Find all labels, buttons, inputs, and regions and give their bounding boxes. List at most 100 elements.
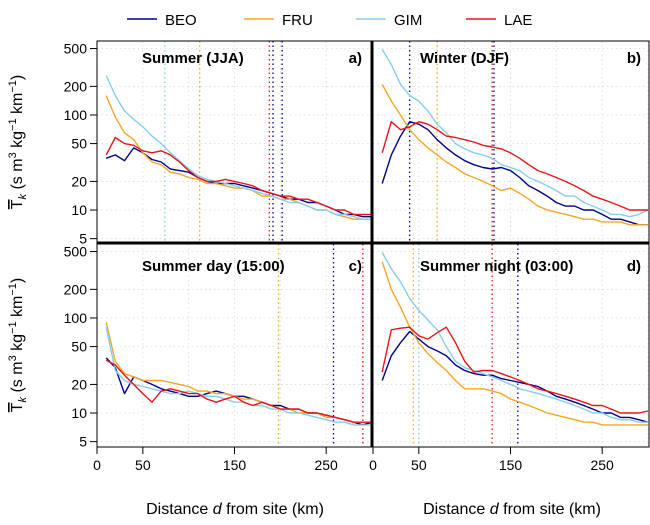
- series-line-lae: [381, 326, 649, 414]
- panel-b-title: Winter (DJF): [420, 50, 509, 67]
- y-tick-label: 50: [71, 136, 87, 152]
- y-tick-label: 10: [71, 202, 87, 218]
- legend-label-lae: LAE: [504, 12, 532, 29]
- ylabel-expm1a-top: −1: [7, 118, 19, 131]
- legend-item-lae: LAE: [466, 12, 532, 29]
- legend-item-beo: BEO: [127, 12, 197, 29]
- x-tick-label: 50: [135, 457, 151, 473]
- panel-c-grid: [96, 244, 373, 446]
- x-tick-label: 250: [590, 457, 614, 473]
- x-tick-label: 0: [93, 457, 101, 473]
- y-tick-label: 100: [64, 310, 88, 326]
- panel-b-grid: [372, 41, 649, 243]
- panel-b: Winter (DJF) b): [372, 41, 649, 243]
- panel-a-title: Summer (JJA): [142, 50, 244, 67]
- ylabel-text-bottom: Tk (s m3 kg−1 km−1): [7, 278, 29, 413]
- y-axis-title-bottom: Tk (s m3 kg−1 km−1): [7, 278, 29, 413]
- series-line-lae: [381, 121, 648, 211]
- series-line-lae: [105, 359, 372, 423]
- x-tick-label: 250: [314, 457, 338, 473]
- panel-c-letter: c): [349, 258, 362, 275]
- x-axis-left: 0 50 150 250: [93, 447, 338, 473]
- y-axis-title-top: Tk (s m3 kg−1 km−1): [7, 75, 29, 210]
- y-axis-bottom: 5 10 20 50 100 200 500: [64, 244, 97, 450]
- series-line-fru: [381, 261, 648, 426]
- y-tick-label: 20: [71, 173, 87, 189]
- ylabel-km-top: km: [9, 93, 26, 119]
- ylabel-T-top: T: [9, 199, 26, 209]
- ylabel-T-bottom: T: [9, 402, 26, 412]
- legend-label-gim: GIM: [394, 12, 422, 29]
- ylabel-text-top: Tk (s m3 kg−1 km−1): [7, 75, 29, 210]
- y-tick-label: 5: [79, 231, 87, 247]
- ylabel-open-bottom: (s m: [9, 361, 26, 397]
- legend-label-beo: BEO: [165, 12, 197, 29]
- ylabel-expm1b-top: −1: [7, 80, 19, 93]
- legend-item-gim: GIM: [356, 12, 422, 29]
- xlabel-prefix-right: Distance: [423, 501, 490, 518]
- x-tick-label: 150: [499, 457, 523, 473]
- panel-c: Summer day (15:00) c): [96, 244, 373, 446]
- ylabel-close-top: ): [9, 75, 26, 80]
- panel-a-lines: [105, 75, 372, 220]
- series-line-gim: [381, 49, 649, 218]
- xlabel-suffix-right: from site (km): [499, 501, 601, 518]
- panel-b-lines: [381, 49, 649, 226]
- y-tick-label: 20: [71, 376, 87, 392]
- panel-d-letter: d): [627, 258, 641, 275]
- x-tick-label: 50: [411, 457, 427, 473]
- series-line-fru: [105, 95, 372, 220]
- ylabel-km-bottom: km: [9, 296, 26, 322]
- series-line-beo: [381, 121, 648, 226]
- panel-c-lines: [105, 322, 373, 426]
- ylabel-close-bottom: ): [9, 278, 26, 283]
- xlabel-suffix: from site (km): [222, 501, 324, 518]
- xlabel-prefix: Distance: [146, 501, 213, 518]
- legend-item-fru: FRU: [244, 12, 313, 29]
- y-tick-label: 50: [71, 339, 87, 355]
- y-tick-label: 500: [64, 244, 88, 260]
- ylabel-open-top: (s m: [9, 158, 26, 194]
- panel-a-vlines: [164, 41, 283, 243]
- ylabel-exp3-bottom: 3: [7, 355, 19, 361]
- x-tick-label: 150: [223, 457, 247, 473]
- panel-a-letter: a): [349, 50, 362, 67]
- legend: BEO FRU GIM LAE: [127, 12, 532, 29]
- ylabel-kg-bottom: kg: [9, 334, 26, 355]
- series-line-beo: [105, 357, 373, 426]
- panel-a-grid: [96, 41, 373, 243]
- series-line-gim: [105, 327, 372, 426]
- ylabel-sub-bottom: k: [17, 396, 29, 402]
- x-tick-label: 0: [369, 457, 377, 473]
- ylabel-kg-top: kg: [9, 131, 26, 152]
- panel-d: Summer night (03:00) d): [372, 244, 649, 446]
- panel-a: Summer (JJA) a): [96, 41, 373, 243]
- xlabel-var-right: d: [490, 501, 500, 518]
- ylabel-exp3-top: 3: [7, 152, 19, 158]
- y-tick-label: 200: [64, 281, 88, 297]
- panel-c-title: Summer day (15:00): [142, 258, 285, 275]
- series-line-fru: [105, 322, 372, 423]
- x-axis-title-right: Distance d from site (km): [423, 501, 601, 518]
- y-tick-label: 100: [64, 107, 88, 123]
- series-line-gim: [381, 252, 648, 423]
- series-line-fru: [381, 83, 648, 226]
- x-axis-right: 0 50 150 250: [369, 447, 614, 473]
- y-tick-label: 5: [79, 434, 87, 450]
- ylabel-expm1b-bottom: −1: [7, 283, 19, 296]
- y-tick-label: 200: [64, 78, 88, 94]
- series-line-gim: [105, 75, 372, 220]
- legend-label-fru: FRU: [282, 12, 313, 29]
- ylabel-sub-top: k: [17, 193, 29, 199]
- xlabel-var: d: [213, 501, 223, 518]
- y-tick-label: 10: [71, 405, 87, 421]
- panel-d-title: Summer night (03:00): [420, 258, 573, 275]
- panel-b-letter: b): [627, 50, 641, 67]
- ylabel-expm1a-bottom: −1: [7, 321, 19, 334]
- y-axis-top: 5 10 20 50 100 200 500: [64, 41, 97, 247]
- panel-d-lines: [381, 252, 649, 426]
- x-axis-title-left: Distance d from site (km): [146, 501, 324, 518]
- y-tick-label: 500: [64, 41, 88, 57]
- series-line-lae: [105, 136, 372, 216]
